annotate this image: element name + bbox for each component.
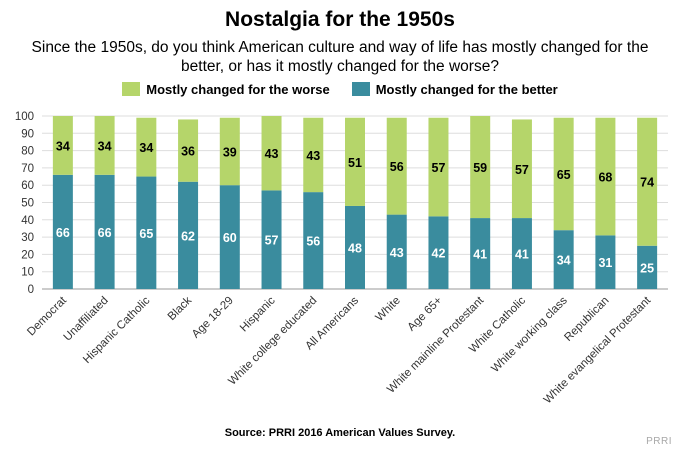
bar-worse <box>470 116 491 219</box>
bar-better <box>553 230 574 289</box>
bar-better <box>595 235 616 289</box>
data-label-worse: 36 <box>181 145 195 159</box>
bar-worse <box>303 117 324 193</box>
y-tick-label: 100 <box>15 111 34 123</box>
bar-worse <box>94 116 115 175</box>
data-label-worse: 34 <box>56 139 70 153</box>
bar-worse <box>511 119 532 219</box>
y-tick-label: 80 <box>21 146 34 158</box>
data-label-better: 34 <box>557 254 571 268</box>
bar-worse <box>136 117 157 177</box>
data-label-worse: 43 <box>306 149 320 163</box>
source-note: Source: PRRI 2016 American Values Survey… <box>224 427 456 439</box>
bar-better <box>94 174 115 289</box>
legend-label-better: Mostly changed for the better <box>375 81 558 97</box>
legend-item-worse: Mostly changed for the worse <box>122 81 330 97</box>
data-label-better: 66 <box>98 226 112 240</box>
bar-worse <box>219 117 240 186</box>
bar-worse <box>386 117 407 215</box>
x-tick-label: White working class <box>489 294 570 375</box>
bar-better <box>178 181 199 289</box>
bar-worse <box>52 116 73 175</box>
data-label-worse: 57 <box>432 161 446 175</box>
legend-swatch-better <box>351 82 370 96</box>
data-label-better: 31 <box>598 256 612 270</box>
x-tick-label: White <box>374 295 403 324</box>
data-label-better: 41 <box>473 248 487 262</box>
bar-worse <box>428 117 449 217</box>
data-label-worse: 56 <box>390 160 404 174</box>
y-tick-label: 90 <box>21 128 34 140</box>
data-label-worse: 68 <box>598 171 612 185</box>
bar-better <box>303 192 324 289</box>
y-tick-label: 40 <box>21 215 34 227</box>
bar-worse <box>261 116 282 191</box>
bar-worse <box>553 117 574 231</box>
chart-subtitle: Since the 1950s, do you think American c… <box>31 39 649 75</box>
data-label-better: 41 <box>515 248 529 262</box>
legend: Mostly changed for the worse Mostly chan… <box>0 80 680 98</box>
bar-better <box>386 214 407 289</box>
bar-worse <box>178 119 199 182</box>
data-label-better: 42 <box>432 247 446 261</box>
x-tick-label: Age 18-29 <box>190 295 236 341</box>
data-label-worse: 34 <box>139 141 153 155</box>
data-label-worse: 51 <box>348 156 362 170</box>
data-label-worse: 59 <box>473 161 487 175</box>
legend-label-worse: Mostly changed for the worse <box>146 81 330 97</box>
data-label-worse: 39 <box>223 145 237 159</box>
data-label-worse: 57 <box>515 163 529 177</box>
y-tick-label: 30 <box>21 232 34 244</box>
legend-item-better: Mostly changed for the better <box>351 81 558 97</box>
bar-better <box>345 205 365 289</box>
data-label-better: 48 <box>348 241 362 255</box>
x-tick-label: Black <box>166 294 195 323</box>
bar-worse <box>345 117 365 206</box>
data-label-better: 60 <box>223 231 237 245</box>
bar-better <box>261 190 282 289</box>
x-tick-label: Age 65+ <box>406 294 445 333</box>
data-label-better: 65 <box>139 227 153 241</box>
data-label-better: 66 <box>56 226 70 240</box>
data-label-better: 56 <box>306 235 320 249</box>
x-tick-label: Hispanic <box>238 294 278 334</box>
y-tick-label: 60 <box>21 180 34 192</box>
y-tick-label: 10 <box>21 267 34 279</box>
y-tick-label: 70 <box>21 163 34 175</box>
bar-better <box>136 176 157 289</box>
bar-better <box>511 218 532 289</box>
bar-better <box>428 216 449 289</box>
y-tick-label: 50 <box>21 198 34 210</box>
data-label-worse: 65 <box>557 168 571 182</box>
y-tick-label: 0 <box>28 284 34 296</box>
brand-watermark: PRRI <box>646 436 672 447</box>
legend-swatch-worse <box>122 82 141 96</box>
data-label-worse: 74 <box>640 176 654 190</box>
bar-worse <box>595 117 616 236</box>
y-tick-label: 20 <box>21 249 34 261</box>
data-label-better: 57 <box>265 234 279 248</box>
data-label-better: 25 <box>640 261 654 275</box>
bar-better <box>470 218 491 289</box>
bar-worse <box>637 117 658 246</box>
bar-better <box>637 245 658 289</box>
chart-title: Nostalgia for the 1950s <box>225 8 455 31</box>
data-label-better: 43 <box>390 246 404 260</box>
x-tick-label: Democrat <box>25 294 69 338</box>
data-label-worse: 34 <box>98 139 112 153</box>
bar-better <box>219 185 240 289</box>
data-label-worse: 43 <box>265 147 279 161</box>
data-label-better: 62 <box>181 229 195 243</box>
bar-better <box>52 174 73 289</box>
